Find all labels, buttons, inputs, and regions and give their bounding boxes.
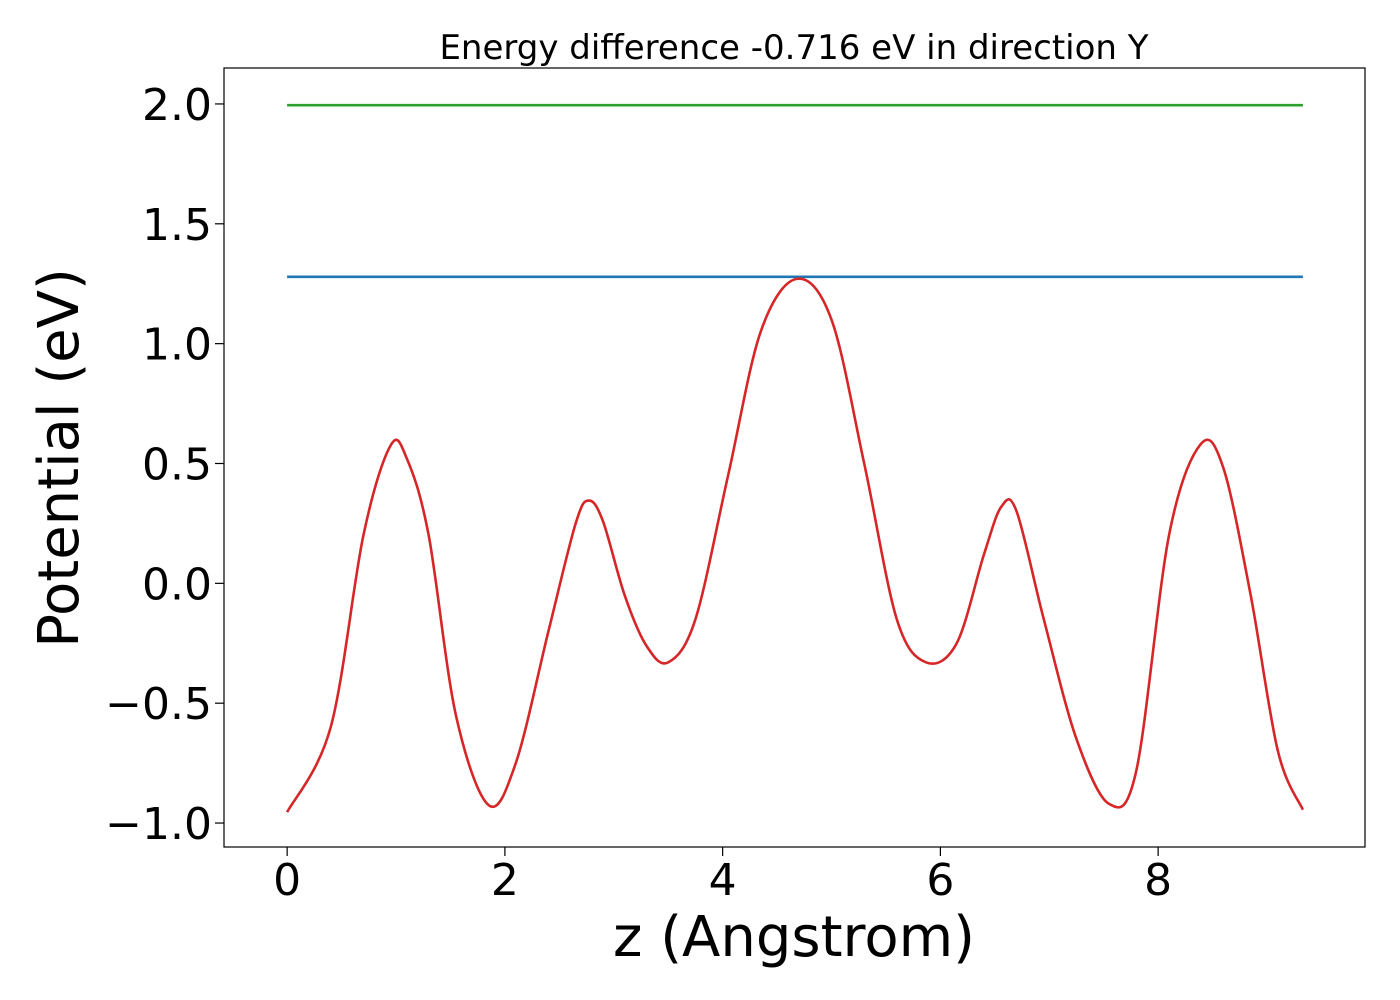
y-tick-label: −0.5 bbox=[105, 679, 212, 730]
axis-layer: 0 2 4 6 8 −1.0 −0.5 0.0 0.5 1.0 1.5 2.0 bbox=[105, 80, 1172, 906]
chart-title: Energy difference -0.716 eV in direction… bbox=[439, 28, 1148, 68]
series-line-3 bbox=[285, 277, 1305, 813]
plot-frame bbox=[223, 67, 1366, 848]
x-tick-label: 4 bbox=[709, 855, 737, 906]
y-tick-label: 1.5 bbox=[142, 200, 212, 251]
y-tick-label: −1.0 bbox=[105, 799, 212, 850]
y-axis-label: Potential (eV) bbox=[27, 268, 92, 648]
x-axis-label: z (Angstrom) bbox=[613, 905, 975, 970]
x-tick-label: 8 bbox=[1144, 855, 1172, 906]
x-tick-label: 0 bbox=[273, 855, 301, 906]
y-tick-label: 2.0 bbox=[142, 80, 212, 131]
series-layer bbox=[285, 103, 1305, 813]
x-tick-label: 6 bbox=[926, 855, 954, 906]
y-tick-label: 0.0 bbox=[142, 559, 212, 610]
x-tick-label: 2 bbox=[491, 855, 519, 906]
y-tick-label: 0.5 bbox=[142, 439, 212, 490]
y-tick-label: 1.0 bbox=[142, 320, 212, 371]
